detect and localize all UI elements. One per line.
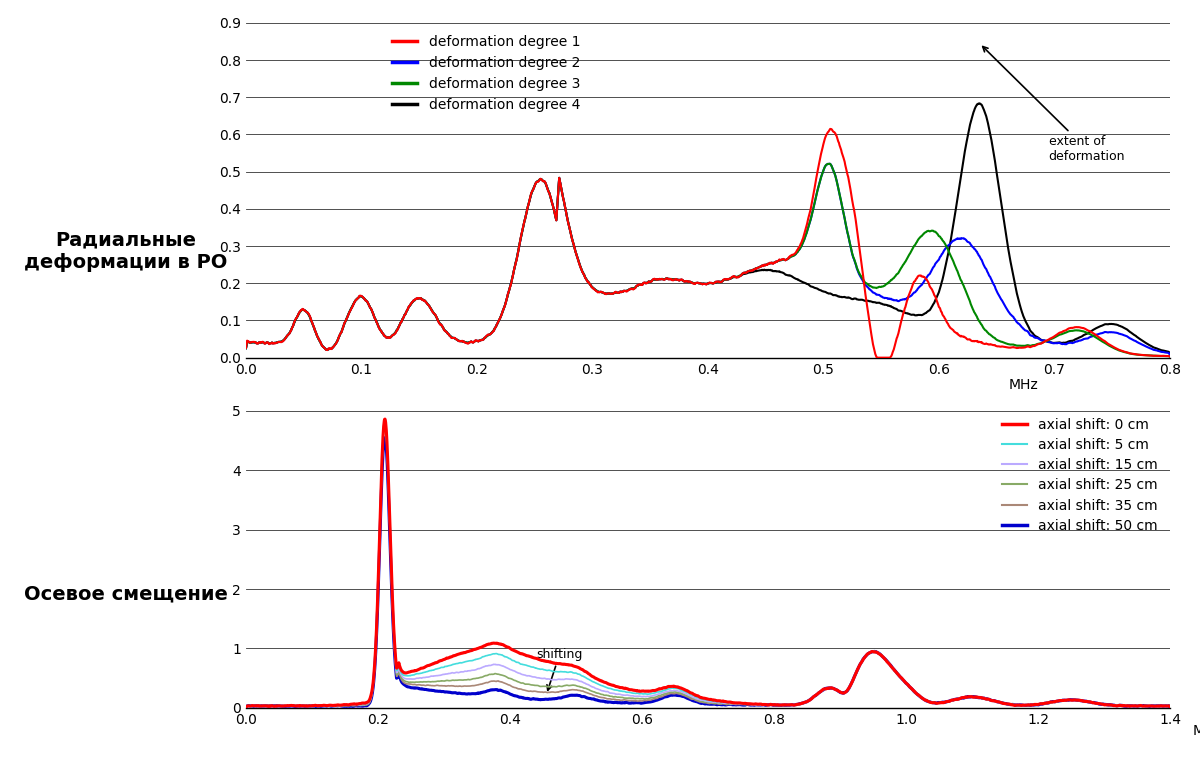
Text: extent of
deformation: extent of deformation [983, 46, 1126, 164]
Legend: axial shift: 0 cm, axial shift: 5 cm, axial shift: 15 cm, axial shift: 25 cm, ax: axial shift: 0 cm, axial shift: 5 cm, ax… [996, 412, 1163, 538]
Text: Осевое смещение: Осевое смещение [24, 584, 228, 603]
Text: MHz: MHz [1008, 377, 1038, 392]
Legend: deformation degree 1, deformation degree 2, deformation degree 3, deformation de: deformation degree 1, deformation degree… [386, 30, 586, 118]
Text: shifting: shifting [536, 648, 583, 690]
Text: MHz: MHz [1193, 724, 1200, 738]
Text: Радиальные
деформации в РО: Радиальные деформации в РО [24, 231, 227, 272]
